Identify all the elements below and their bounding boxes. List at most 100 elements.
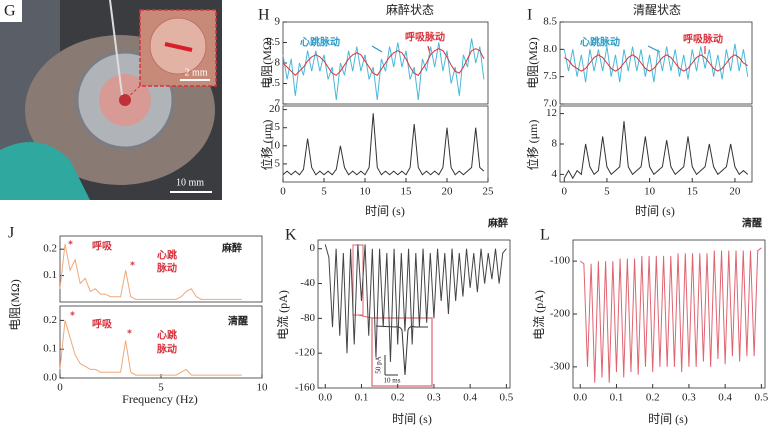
y-tick-label: 8: [275, 57, 281, 69]
y-tick-label: 20: [269, 103, 281, 115]
inset-sensor: [164, 42, 193, 52]
y-axis-label: 电流 (pA): [276, 290, 290, 340]
x-tick-label: 15: [401, 186, 413, 198]
label-box: [0, 0, 22, 22]
x-axis-label: Frequency (Hz): [122, 392, 198, 406]
panel-label: L: [540, 227, 550, 244]
scale: 10 mm: [176, 177, 204, 188]
k-inset: 50 pA 10 ms: [352, 244, 433, 387]
x-tick-label: 20: [442, 186, 454, 198]
y-tick-label: -40: [300, 277, 315, 289]
zoom-box: [352, 244, 364, 316]
series-line: [59, 320, 242, 376]
inset-scale-y: 50 pA: [375, 356, 383, 373]
y-tick-label: 0.1: [43, 343, 57, 355]
y-tick-label: -120: [295, 347, 316, 359]
annotation: 呼吸: [92, 239, 113, 252]
inset-scale-x: 10 ms: [384, 377, 401, 385]
annotation: *: [130, 260, 135, 271]
annotation: 清醒: [742, 216, 762, 229]
y-tick-label: 7: [275, 98, 281, 110]
y-tick-label: 7.0: [543, 98, 557, 110]
annotation: 呼吸脉动: [683, 32, 723, 45]
x-tick-label: 0.5: [755, 392, 769, 404]
x-tick-label: 5: [604, 186, 610, 198]
inset-scale: 2 mm: [184, 67, 207, 78]
x-tick-label: 5: [321, 186, 327, 198]
x-tick-label: 0.4: [463, 392, 477, 404]
series-line: [59, 243, 242, 300]
annotation: 心跳脉动: [580, 35, 620, 48]
y-tick-label: 0.1: [43, 269, 57, 281]
y-tick-label: 5: [275, 157, 281, 169]
annotation: 麻醉: [487, 216, 508, 229]
y-axis-label: 电阻(MΩ): [260, 37, 274, 89]
x-axis-label: 时间 (s): [635, 204, 675, 218]
annotation: 心跳: [157, 328, 177, 341]
panel-label: K: [285, 227, 297, 244]
annotation: 呼吸脉动: [405, 30, 445, 43]
panel-label: I: [527, 7, 532, 24]
inset-link: [124, 85, 141, 101]
annotation: *: [68, 239, 73, 250]
y-tick-label: 7.5: [266, 77, 280, 89]
x-tick-label: 0.1: [355, 392, 369, 404]
y-tick-label: -200: [550, 308, 571, 320]
plot-frame: [559, 105, 753, 183]
y-tick-label: 7.5: [543, 70, 557, 82]
annotation: *: [127, 328, 132, 339]
annotation: 脉动: [156, 261, 177, 274]
x-tick-label: 0: [280, 186, 286, 198]
x-tick-label: 0.5: [500, 392, 514, 404]
x-tick-label: 0.3: [682, 392, 696, 404]
plot-frame: [559, 21, 753, 105]
annotation: 脉动: [156, 342, 177, 355]
y-tick-label: 8.0: [543, 43, 557, 55]
x-tick-label: 20: [729, 186, 741, 198]
y-tick-label: -80: [300, 312, 315, 324]
x-tick-label: 0.0: [318, 392, 332, 404]
x-tick-label: 10: [360, 186, 372, 198]
x-tick-label: 0.3: [427, 392, 441, 404]
series-line: [282, 48, 485, 77]
annotation: 心跳: [157, 248, 177, 261]
series-line: [563, 54, 748, 72]
series-line: [324, 244, 507, 362]
x-tick-label: 0: [57, 382, 63, 394]
y-tick-label: -160: [295, 382, 316, 394]
arrow: [371, 45, 383, 53]
y-tick-label: 0.0: [43, 372, 57, 384]
y-tick-label: 10: [269, 139, 281, 151]
y-tick-label: 15: [269, 121, 281, 133]
x-axis-label: 时间 (s): [365, 204, 405, 218]
series-line: [579, 247, 762, 383]
x-tick-label: 25: [483, 186, 495, 198]
probe: [109, 0, 123, 96]
series-line: [282, 113, 485, 176]
annotation: 清醒: [228, 314, 248, 327]
x-tick-label: 0.2: [646, 392, 660, 404]
plot-frame: [317, 239, 511, 389]
y-axis-label: 电阻(MΩ): [8, 279, 22, 331]
y-tick-label: 9: [275, 16, 281, 28]
y-tick-label: 8.5: [266, 36, 280, 48]
chart-title: 麻醉状态: [386, 2, 434, 17]
y-tick-label: 4: [552, 168, 558, 180]
x-tick-label: 0.4: [718, 392, 732, 404]
panel-label: J: [8, 225, 14, 242]
series-line: [563, 121, 749, 180]
y-tick-label: 0.2: [43, 314, 57, 326]
annotation: 呼吸: [92, 317, 113, 330]
x-tick-label: 5: [158, 382, 164, 394]
y-tick-label: 8: [552, 138, 558, 150]
annotation: *: [70, 310, 75, 321]
panel-label: G: [4, 3, 16, 20]
chart-title: 清醒状态: [633, 3, 681, 17]
x-tick-label: 15: [687, 186, 699, 198]
y-axis-label: 位移 (μm): [259, 120, 274, 171]
annotation: 心跳脉动: [300, 35, 340, 48]
x-tick-label: 0.1: [610, 392, 624, 404]
x-axis-label: 时间 (s): [648, 412, 688, 426]
photo: 2 mm 10 mm G: [0, 0, 222, 200]
plot-frame: [59, 235, 263, 303]
